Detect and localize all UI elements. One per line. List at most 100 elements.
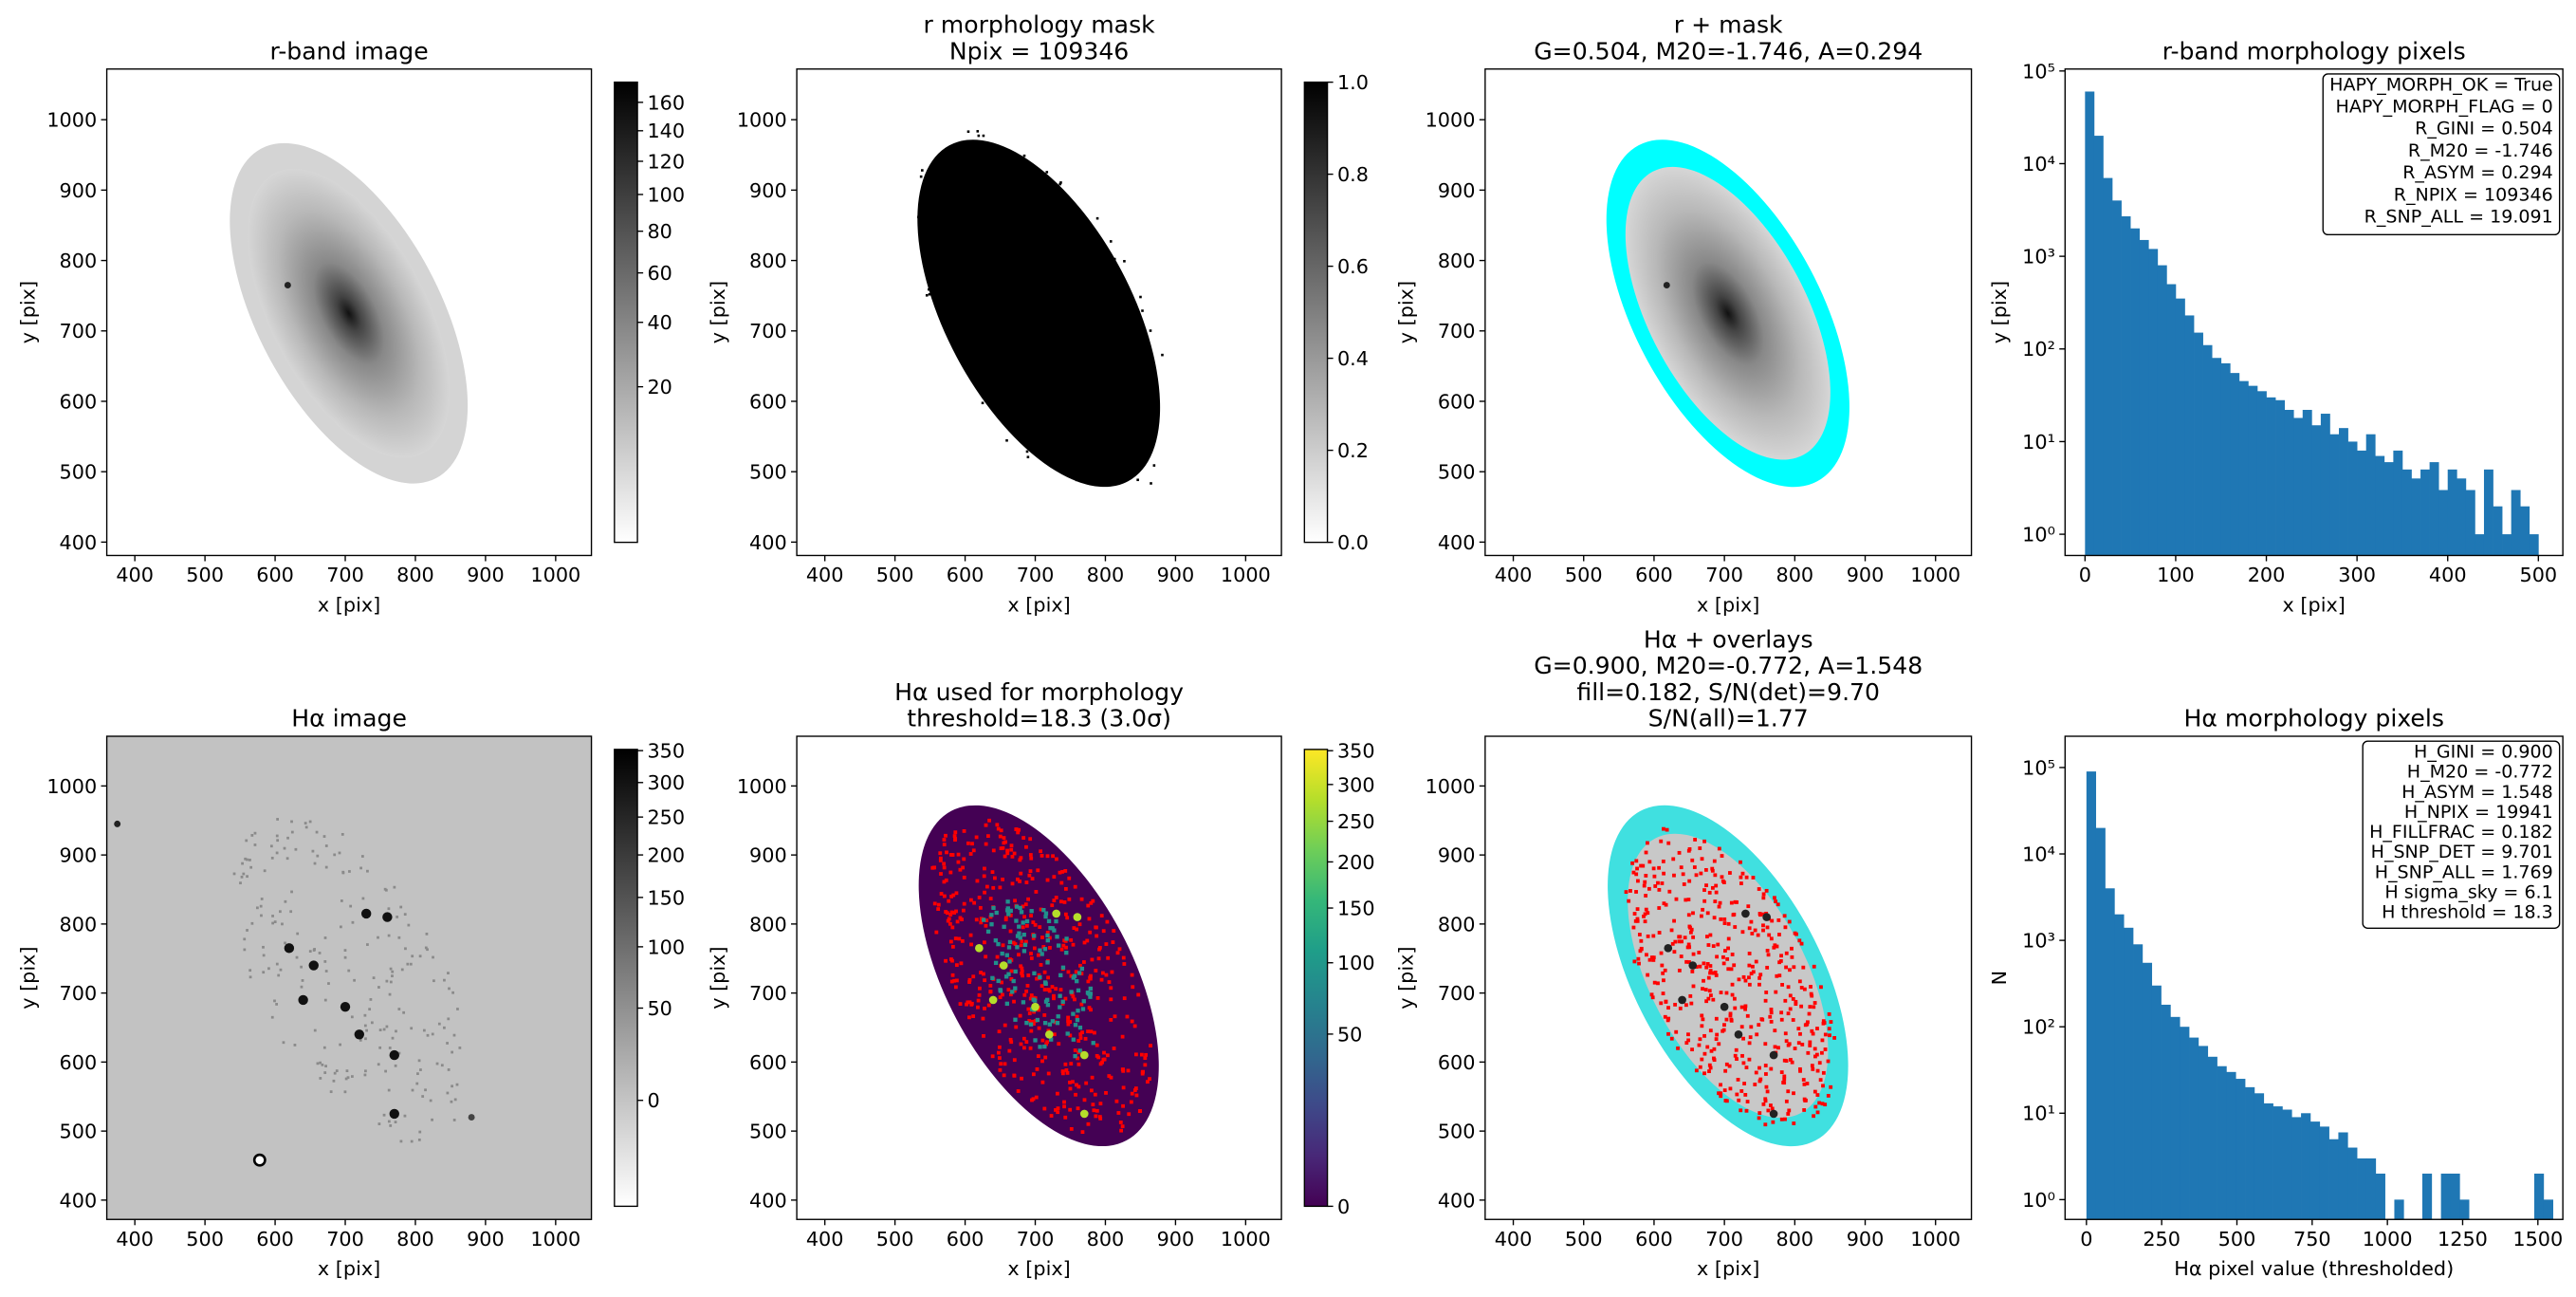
speckle: [992, 876, 997, 880]
speckle: [1059, 880, 1064, 885]
speckle: [437, 1022, 441, 1026]
y-tick-label: 500: [749, 461, 787, 484]
speckle: [1039, 312, 1042, 315]
speckle: [1636, 956, 1641, 961]
speckle: [345, 1069, 349, 1073]
x-tick-label: 500: [876, 564, 914, 586]
speckle: [340, 832, 344, 836]
speckle: [1026, 973, 1031, 977]
speckle: [1029, 993, 1034, 997]
speckle: [1757, 975, 1762, 980]
speckle: [318, 952, 322, 954]
speckle: [1019, 910, 1024, 915]
speckle: [1150, 482, 1152, 485]
speckle: [1702, 899, 1707, 903]
speckle: [313, 948, 316, 951]
speckle: [1661, 859, 1665, 863]
speckle: [1076, 971, 1082, 975]
speckle: [1826, 1059, 1831, 1064]
speckle: [1698, 846, 1702, 850]
speckle: [1121, 1103, 1125, 1108]
speckle: [1079, 966, 1085, 972]
speckle: [1004, 1001, 1010, 1007]
speckle: [979, 971, 983, 974]
speckle: [1700, 1013, 1704, 1018]
histogram-bar: [2212, 358, 2222, 556]
speckle: [1635, 917, 1640, 921]
speckle: [953, 985, 958, 990]
speckle: [994, 910, 999, 916]
speckle: [1046, 1071, 1051, 1076]
speckle: [1007, 939, 1013, 945]
y-tick-label: 700: [1438, 982, 1476, 1005]
speckle: [1740, 1053, 1744, 1058]
speckle: [946, 918, 950, 923]
speckle: [1746, 904, 1751, 909]
speckle: [1065, 916, 1070, 920]
speckle: [1029, 1028, 1034, 1033]
speckle: [919, 175, 923, 178]
speckle: [1130, 1019, 1134, 1024]
speckle: [1732, 996, 1737, 1001]
speckle: [1674, 1029, 1679, 1034]
y-tick-label: 10⁰: [2022, 524, 2055, 547]
speckle: [1663, 968, 1667, 973]
histogram-bar: [2375, 455, 2385, 556]
speckle: [417, 1138, 421, 1141]
speckle: [1692, 865, 1697, 869]
speckle: [1779, 1117, 1784, 1121]
histogram-bar: [2309, 1121, 2321, 1220]
speckle: [952, 911, 957, 915]
speckle: [382, 1028, 386, 1031]
speckle: [989, 913, 994, 917]
speckle: [1686, 1038, 1691, 1043]
speckle: [1763, 1097, 1768, 1102]
speckle: [1739, 860, 1742, 864]
speckle: [1708, 971, 1712, 975]
speckle: [1712, 1047, 1717, 1051]
x-axis-label: Hα pixel value (thresholded): [2174, 1257, 2454, 1280]
speckle: [1646, 911, 1650, 916]
speckle: [985, 929, 991, 934]
speckle: [1036, 170, 1039, 174]
speckle: [1058, 870, 1062, 875]
y-tick-label: 700: [749, 982, 787, 1005]
speckle: [1799, 941, 1804, 946]
speckle: [382, 1113, 386, 1117]
histogram-bar: [2086, 771, 2097, 1220]
histogram-bar: [2245, 1086, 2255, 1220]
speckle: [1761, 892, 1766, 897]
speckle: [315, 830, 319, 834]
speckle: [1095, 400, 1098, 404]
speckle: [1646, 973, 1650, 977]
speckle: [1144, 1052, 1149, 1057]
speckle: [1064, 386, 1067, 389]
speckle: [1126, 1068, 1131, 1073]
speckle: [311, 849, 315, 853]
speckle: [938, 851, 943, 856]
annotation-line: H_FILLFRAC = 0.182: [2369, 822, 2553, 843]
speckle: [1018, 1013, 1022, 1018]
speckle: [1029, 914, 1033, 918]
speckle: [300, 985, 304, 989]
speckle: [1708, 969, 1713, 973]
histogram-bar: [2347, 441, 2358, 556]
speckle: [1075, 478, 1078, 482]
colorbar-tick-label: 50: [1337, 1023, 1362, 1046]
speckle: [996, 978, 1001, 984]
speckle: [1702, 961, 1706, 966]
speckle: [1714, 890, 1719, 895]
speckle: [300, 965, 303, 969]
colorbar-tick-label: 120: [647, 150, 685, 173]
speckle: [958, 867, 963, 872]
speckle: [1723, 949, 1727, 953]
speckle: [295, 955, 299, 959]
speckle: [1657, 931, 1662, 935]
speckle: [1000, 951, 1004, 956]
speckle: [1765, 965, 1770, 970]
y-tick-label: 10²: [2022, 1016, 2055, 1039]
speckle: [1056, 943, 1061, 948]
speckle: [1016, 877, 1020, 881]
speckle: [389, 967, 393, 971]
speckle: [1726, 936, 1731, 941]
